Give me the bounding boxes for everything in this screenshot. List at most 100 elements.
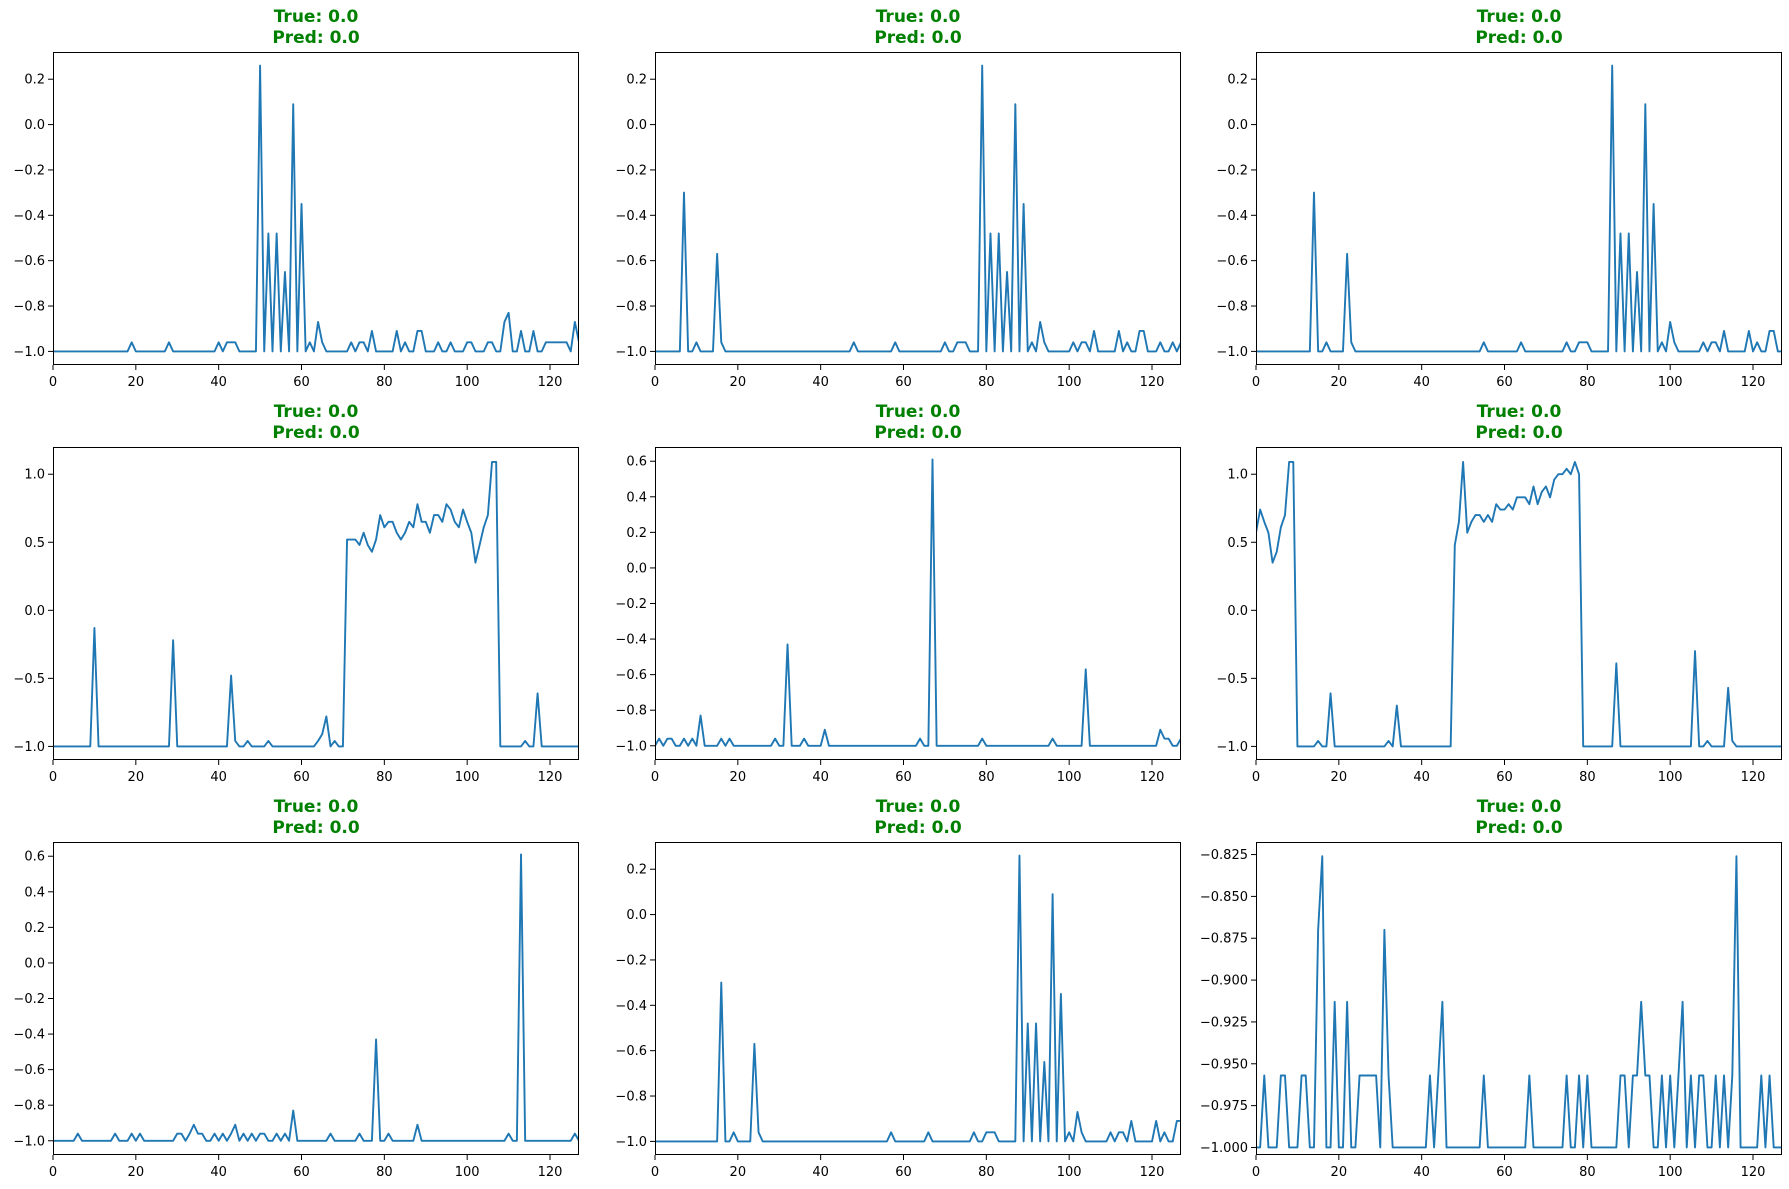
axes-frame	[53, 52, 579, 365]
y-tick-label: −0.975	[1200, 1099, 1248, 1114]
title-pred: Pred: 0.0	[272, 28, 360, 48]
series-line	[655, 64, 1181, 353]
subplot-title: True: 0.0 Pred: 0.0	[53, 797, 579, 839]
y-tick-label: −1.0	[615, 345, 647, 360]
y-tick-label: 0.6	[626, 455, 647, 470]
x-tick-label: 0	[49, 1165, 57, 1180]
x-tick-label: 100	[1658, 770, 1683, 785]
plot-area: 0 20 40 60 80 100 120 0.2 0.0 −0.2 −0.4 −0.6 −0.8 −1.…	[615, 842, 1181, 1180]
y-tick-label: −1.0	[13, 1134, 45, 1149]
y-tick-label: −0.2	[1216, 163, 1248, 178]
y-tick-label: 0.0	[24, 956, 45, 971]
y-tick-label: 0.0	[24, 604, 45, 619]
subplot-7: True: 0.0 Pred: 0.0 0 20 40 60 80 100 120 0.6 0.4 0…	[13, 797, 579, 1180]
x-tick-label: 0	[49, 770, 57, 785]
y-tick-label: −0.2	[615, 163, 647, 178]
x-tick-label: 60	[293, 1165, 310, 1180]
x-tick-label: 0	[651, 1165, 659, 1180]
title-true: True: 0.0	[273, 7, 359, 27]
title-true: True: 0.0	[1476, 402, 1562, 422]
y-tick-label: −0.8	[615, 300, 647, 315]
x-tick-label: 40	[210, 375, 227, 390]
y-tick-label: −0.875	[1200, 932, 1248, 947]
x-tick-label: 80	[978, 770, 995, 785]
x-tick-label: 40	[812, 1165, 829, 1180]
x-tick-label: 40	[1413, 1165, 1430, 1180]
axes-frame	[1256, 842, 1782, 1155]
subplot-1: True: 0.0 Pred: 0.0 0 20 40 60 80 100 120 0.2 0.0 −…	[13, 7, 579, 390]
x-tick-label: 20	[1331, 375, 1348, 390]
x-tick-label: 120	[1741, 1165, 1766, 1180]
y-tick-label: −0.4	[615, 999, 647, 1014]
y-tick-label: 0.2	[1227, 73, 1248, 88]
y-tick-label: −0.6	[615, 1044, 647, 1059]
y-tick-label: −1.000	[1200, 1141, 1248, 1156]
x-tick-label: 60	[1496, 770, 1513, 785]
x-tick-label: 0	[1252, 1165, 1260, 1180]
x-tick-label: 120	[1741, 770, 1766, 785]
title-true: True: 0.0	[875, 7, 961, 27]
x-tick-label: 80	[1579, 1165, 1596, 1180]
y-tick-label: −0.850	[1200, 890, 1248, 905]
y-tick-label: −0.6	[1216, 254, 1248, 269]
title-true: True: 0.0	[273, 797, 359, 817]
y-tick-label: 0.4	[626, 490, 647, 505]
plot-area: 0 20 40 60 80 100 120 1.0 0.5 0.0 −0.5 −1.0	[1216, 447, 1782, 785]
x-tick-label: 100	[1057, 770, 1082, 785]
x-tick-label: 60	[1496, 375, 1513, 390]
y-tick-label: 1.0	[24, 468, 45, 483]
subplot-2: True: 0.0 Pred: 0.0 0 20 40 60 80 100 120 0.2 0.0 −…	[615, 7, 1181, 390]
y-tick-label: 0.2	[626, 526, 647, 541]
y-tick-label: −0.8	[615, 704, 647, 719]
plot-area: 0 20 40 60 80 100 120 0.6 0.4 0.2 0.0 −0.2 −0.4 −0.6 −…	[615, 447, 1181, 785]
y-tick-label: −0.925	[1200, 1015, 1248, 1030]
title-true: True: 0.0	[875, 402, 961, 422]
y-tick-label: −0.5	[1216, 672, 1248, 687]
plot-area: 0 20 40 60 80 100 120 1.0 0.5 0.0 −0.5 −1.0	[13, 447, 579, 785]
x-tick-label: 20	[730, 375, 747, 390]
title-pred: Pred: 0.0	[272, 818, 360, 838]
subplot-title: True: 0.0 Pred: 0.0	[53, 7, 579, 49]
x-tick-label: 120	[1741, 375, 1766, 390]
title-true: True: 0.0	[1476, 797, 1562, 817]
x-tick-label: 80	[978, 1165, 995, 1180]
y-tick-label: −0.4	[615, 209, 647, 224]
subplot-5: True: 0.0 Pred: 0.0 0 20 40 60 80 100 120 0.6 0.4 0…	[615, 402, 1181, 785]
y-tick-label: −0.2	[615, 953, 647, 968]
title-pred: Pred: 0.0	[1475, 28, 1563, 48]
x-tick-label: 120	[538, 375, 563, 390]
y-tick-label: 0.4	[24, 885, 45, 900]
x-tick-label: 80	[376, 770, 393, 785]
title-true: True: 0.0	[875, 797, 961, 817]
y-tick-label: −0.6	[13, 1063, 45, 1078]
y-tick-label: 0.0	[24, 118, 45, 133]
x-tick-label: 40	[812, 770, 829, 785]
y-tick-label: −0.4	[13, 1028, 45, 1043]
subplot-9: True: 0.0 Pred: 0.0 0 20 40 60 80 100 120 −0.825 −…	[1200, 797, 1782, 1180]
title-pred: Pred: 0.0	[272, 423, 360, 443]
axes-frame	[655, 447, 1181, 760]
subplot-title: True: 0.0 Pred: 0.0	[53, 402, 579, 444]
title-true: True: 0.0	[273, 402, 359, 422]
subplot-title: True: 0.0 Pred: 0.0	[1256, 402, 1782, 444]
x-tick-label: 0	[651, 770, 659, 785]
x-tick-label: 20	[1331, 1165, 1348, 1180]
series-line	[655, 854, 1181, 1143]
x-tick-label: 120	[538, 1165, 563, 1180]
y-tick-label: 0.0	[626, 561, 647, 576]
y-tick-label: −1.0	[13, 345, 45, 360]
x-tick-label: 100	[455, 375, 480, 390]
y-tick-label: −0.825	[1200, 848, 1248, 863]
x-tick-label: 120	[1140, 375, 1165, 390]
y-tick-label: 0.2	[626, 863, 647, 878]
x-tick-label: 20	[128, 1165, 145, 1180]
y-tick-label: 0.2	[626, 73, 647, 88]
axes-frame	[53, 447, 579, 760]
x-tick-label: 0	[1252, 770, 1260, 785]
x-tick-label: 40	[1413, 770, 1430, 785]
x-tick-label: 80	[376, 375, 393, 390]
series-line	[655, 458, 1181, 747]
y-tick-label: 0.0	[1227, 118, 1248, 133]
y-tick-label: −1.0	[615, 1135, 647, 1150]
x-tick-label: 120	[538, 770, 563, 785]
